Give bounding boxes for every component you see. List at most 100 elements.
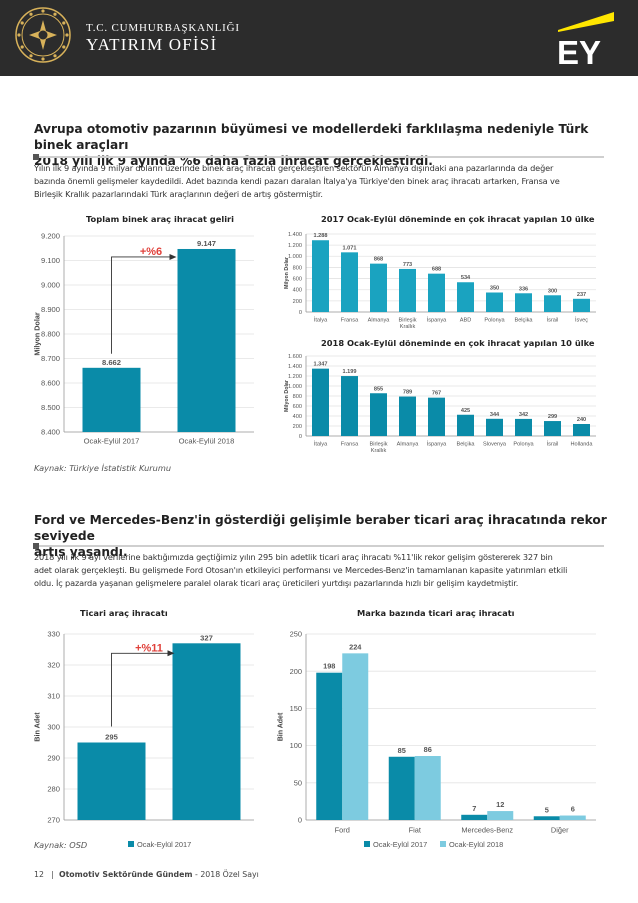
growth-annotation: +%11 xyxy=(135,642,163,654)
y-tick-label: 8.700 xyxy=(41,354,60,363)
bar xyxy=(486,292,503,312)
y-tick-label: 0 xyxy=(299,434,302,440)
x-tick-label: Polonya xyxy=(484,318,505,324)
data-label: 6 xyxy=(571,805,575,814)
legend-swatch xyxy=(128,841,134,847)
y-axis-label: Milyon Dolar xyxy=(284,380,290,412)
data-label: 342 xyxy=(519,412,528,418)
data-label: 855 xyxy=(374,386,383,392)
y-tick-label: 320 xyxy=(47,661,60,670)
data-label: 688 xyxy=(432,267,441,273)
bar xyxy=(573,424,590,436)
y-tick-label: 1.200 xyxy=(288,243,302,249)
section2-para-line1: 2018 yılı ilk 9 ayı verilerine baktığımı… xyxy=(34,552,553,562)
section1-para-line1: Yılın ilk 9 ayında 9 milyar doların üzer… xyxy=(34,163,554,173)
org-name-line2: YATIRIM OFİSİ xyxy=(86,35,218,54)
x-tick-label: Almanya xyxy=(397,442,420,448)
data-label: 1.347 xyxy=(314,362,328,368)
ey-logo-icon: EY xyxy=(557,12,614,68)
growth-annotation: +%6 xyxy=(140,246,162,258)
commercial-brand-chart: 0 50 100 150 200 250 Bin Adet 198 224 Ford 85 86 Fia… xyxy=(277,630,596,849)
data-label: 1.199 xyxy=(343,369,357,375)
y-tick-label: 330 xyxy=(47,630,60,639)
y-tick-label: 50 xyxy=(294,778,302,787)
data-label: 8.662 xyxy=(102,358,121,367)
bar xyxy=(177,248,236,432)
chart-title-top10-2017: 2017 Ocak-Eylül döneminde en çok ihracat… xyxy=(321,214,595,224)
data-label: 240 xyxy=(577,417,586,423)
data-label: 9.147 xyxy=(197,239,216,248)
top10-2018-chart: 0 200 400 600 800 1.000 1.200 1.400 1.600 Milyon … xyxy=(284,354,596,454)
section2-title-line2: artış yaşandı. xyxy=(34,545,128,559)
x-tick-label: Fransa xyxy=(341,442,359,448)
bar xyxy=(388,756,415,820)
y-tick-label: 270 xyxy=(47,816,60,825)
bar xyxy=(172,643,241,820)
page-footer: 12 | Otomotiv Sektöründe Gündem - 2018 Ö… xyxy=(34,870,259,879)
bar xyxy=(342,653,369,820)
bar xyxy=(399,268,416,312)
bar xyxy=(428,397,445,436)
y-tick-label: 290 xyxy=(47,754,60,763)
x-tick-label: Fiat xyxy=(409,825,421,834)
y-tick-label: 280 xyxy=(47,785,60,794)
x-tick-label: Krallık xyxy=(371,448,387,454)
bar xyxy=(461,814,488,820)
data-label: 7 xyxy=(472,804,476,813)
section1-title-line1: Avrupa otomotiv pazarının büyümesi ve mo… xyxy=(34,122,589,152)
x-tick-label: İspanya xyxy=(427,441,447,448)
x-tick-label: İsveç xyxy=(575,317,588,324)
bar xyxy=(486,418,503,436)
data-label: 767 xyxy=(432,391,441,397)
section2-para-line2: adet olarak gerçekleşti. Bu gelişmede Fo… xyxy=(34,565,568,576)
bar xyxy=(77,742,146,820)
growth-arrow-head xyxy=(169,253,177,260)
y-tick-label: 1.400 xyxy=(288,364,302,370)
data-label: 12 xyxy=(496,800,504,809)
page-number: 12 xyxy=(34,870,44,879)
bar xyxy=(312,240,329,312)
y-tick-label: 400 xyxy=(293,288,302,294)
legend-label: Ocak-Eylül 2017 xyxy=(137,840,191,849)
y-tick-label: 8.400 xyxy=(41,428,60,437)
bar xyxy=(341,252,358,312)
passenger-total-chart: 8.400 8.500 8.600 8.700 8.800 8.900 9.000 9.100… xyxy=(34,232,254,446)
growth-arrow-line xyxy=(111,256,171,354)
bar xyxy=(428,273,445,312)
y-tick-label: 1.400 xyxy=(288,232,302,238)
footer-separator: | xyxy=(46,870,57,879)
y-tick-label: 600 xyxy=(293,277,302,283)
data-label: 86 xyxy=(424,745,432,754)
data-label: 85 xyxy=(398,746,406,755)
x-tick-label: Slovenya xyxy=(483,442,507,448)
bar xyxy=(544,295,561,312)
section2-paragraph: 2018 yılı ilk 9 ayı verilerine baktığımı… xyxy=(34,551,614,591)
bar xyxy=(573,298,590,312)
bar xyxy=(515,293,532,312)
y-tick-label: 8.900 xyxy=(41,305,60,314)
publication-name: Otomotiv Sektöründe Gündem xyxy=(58,870,193,879)
section1-para-line3: Birleşik Krallık pazarlarındaki Türk ara… xyxy=(34,189,323,200)
bar xyxy=(370,263,387,312)
y-axis-label: Milyon Dolar xyxy=(284,257,290,289)
x-tick-label: Diğer xyxy=(551,825,569,834)
bar xyxy=(82,367,141,432)
org-name-line1: T.C. CUMHURBAŞKANLIĞI xyxy=(86,22,240,34)
bar xyxy=(316,672,343,820)
section1-source: Kaynak: Türkiye İstatistik Kurumu xyxy=(34,463,172,473)
y-axis-label: Milyon Dolar xyxy=(34,312,42,356)
section2-para-line3: oldu. İç pazarda yaşanan gelişmelere par… xyxy=(34,578,519,589)
bar xyxy=(399,396,416,436)
x-tick-label: Mercedes-Benz xyxy=(461,825,513,834)
data-label: 1.288 xyxy=(314,233,328,239)
bar xyxy=(457,282,474,312)
x-tick-label: Ocak-Eylül 2018 xyxy=(179,437,235,446)
y-tick-label: 8.500 xyxy=(41,403,60,412)
y-tick-label: 200 xyxy=(293,424,302,430)
data-label: 350 xyxy=(490,286,499,292)
data-label: 534 xyxy=(461,275,471,281)
data-label: 789 xyxy=(403,390,412,396)
data-label: 5 xyxy=(545,805,549,814)
bar xyxy=(544,421,561,436)
section2-title: Ford ve Mercedes-Benz'in gösterdiği geli… xyxy=(34,512,614,560)
